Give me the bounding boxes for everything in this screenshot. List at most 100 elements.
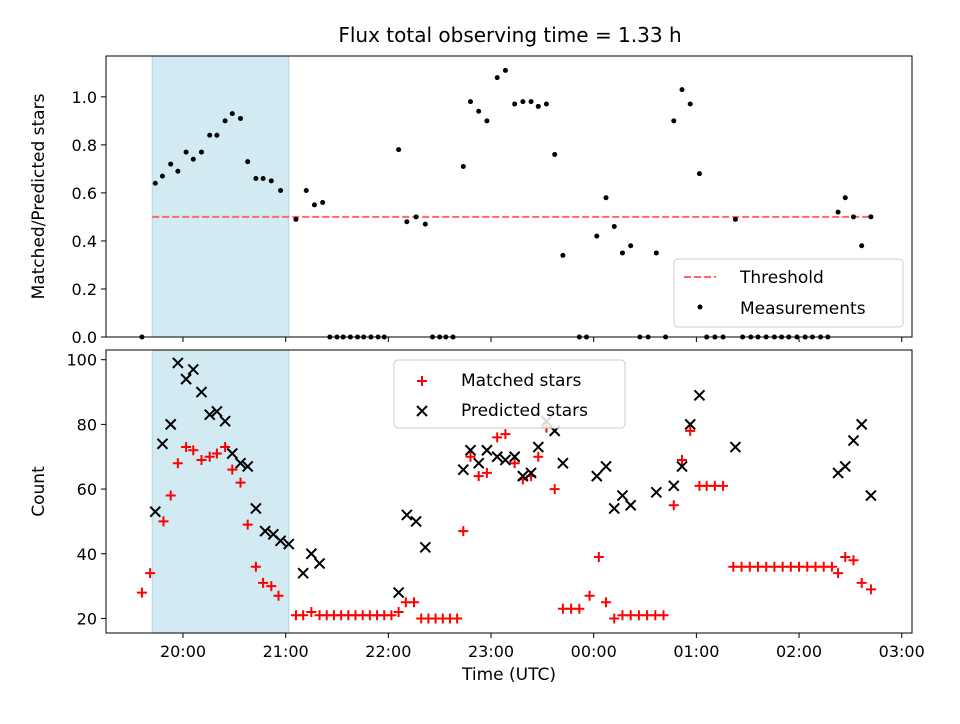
predicted-point [491, 451, 503, 463]
matched-point [266, 581, 277, 592]
legend-predicted-label: Predicted stars [461, 401, 588, 421]
matched-point [196, 454, 207, 465]
measurement-point [253, 175, 259, 181]
matched-point [306, 606, 317, 617]
bottom-y-tick-label: 60 [77, 480, 97, 499]
bottom-series-predicted-stars [149, 357, 877, 599]
measurement-point [476, 108, 482, 114]
measurement-point [696, 171, 702, 177]
predicted-point [499, 454, 512, 466]
matched-point [500, 429, 511, 440]
top-y-axis-label: Matched/Predicted stars [29, 93, 49, 299]
measurement-point [520, 99, 526, 105]
predicted-point [305, 548, 318, 560]
measurement-point [413, 214, 419, 220]
matched-point [188, 445, 199, 456]
measurement-point [603, 195, 609, 201]
measurement-point [619, 250, 625, 256]
bottom-legend-box [393, 359, 626, 429]
matched-point [458, 526, 469, 537]
predicted-point [187, 363, 199, 376]
measurement-point [175, 168, 181, 174]
bottom-x-tick-label: 02:00 [776, 642, 822, 661]
bottom-x-tick-label: 23:00 [468, 642, 514, 661]
predicted-point [250, 502, 262, 515]
measurement-point [245, 159, 251, 165]
predicted-point [729, 441, 742, 453]
matched-point [242, 519, 253, 530]
predicted-point [226, 447, 238, 460]
predicted-point [172, 357, 184, 369]
legend-measurements-swatch [697, 304, 703, 310]
predicted-point [865, 489, 877, 502]
measurement-point [152, 180, 158, 186]
predicted-point [419, 541, 432, 553]
matched-point [677, 454, 688, 465]
top-series-measurements [139, 67, 874, 340]
matched-point [250, 561, 261, 572]
predicted-point [274, 535, 287, 547]
bottom-y-axis-label: Count [29, 466, 49, 517]
bottom-y-tick-label: 40 [77, 545, 97, 564]
matched-point [840, 551, 851, 562]
legend-matched-swatch [417, 376, 427, 386]
matched-point [584, 590, 595, 601]
predicted-point [156, 438, 169, 450]
measurement-point [859, 243, 865, 249]
matched-point [509, 458, 520, 469]
measurement-point [460, 163, 466, 169]
measurement-point [594, 233, 600, 239]
predicted-point [508, 451, 521, 463]
matched-point [833, 568, 844, 579]
legend-predicted-swatch [416, 405, 428, 417]
matched-point [211, 448, 222, 459]
predicted-point [219, 415, 231, 427]
matched-point [204, 451, 215, 462]
matched-point [393, 606, 404, 617]
bottom-panel: 20 40 60 80 100 20:00 21:00 22:00 23:00 00:00 01:0… [29, 349, 925, 685]
top-panel: 0.0 0.2 0.4 0.6 0.8 1.0 Matched/Predicted star… [29, 55, 913, 347]
matched-point [136, 587, 147, 598]
measurement-point [183, 149, 189, 155]
predicted-point [401, 509, 413, 521]
measurement-point [560, 252, 566, 258]
bottom-x-tick-label: 20:00 [160, 642, 206, 661]
measurement-point [404, 219, 410, 225]
legend-measurements-label: Measurements [740, 299, 866, 319]
matched-point [593, 551, 604, 562]
predicted-point [525, 467, 537, 479]
predicted-point [283, 538, 295, 550]
bottom-x-tick-label: 22:00 [365, 642, 411, 661]
matched-point [181, 442, 192, 453]
matched-point [172, 458, 183, 469]
measurement-point [494, 75, 500, 81]
matched-point [574, 603, 585, 614]
measurement-point [396, 147, 402, 153]
measurement-point [229, 111, 235, 117]
predicted-point [532, 441, 544, 453]
bottom-x-tick-label: 03:00 [879, 642, 925, 661]
predicted-point [624, 499, 637, 511]
predicted-point [600, 460, 612, 473]
matched-point [685, 425, 696, 436]
chart-title: Flux total observing time = 1.33 h [338, 23, 681, 47]
measurement-point [168, 161, 174, 167]
matched-point [227, 464, 238, 475]
matched-point [856, 577, 867, 588]
top-y-tick-label: 0.0 [72, 328, 97, 347]
matched-point [298, 610, 309, 621]
matched-point [658, 610, 669, 621]
predicted-point [164, 418, 177, 431]
predicted-point [668, 480, 680, 492]
predicted-point [847, 434, 860, 447]
matched-point [609, 613, 620, 624]
matched-point [158, 516, 169, 527]
predicted-point [259, 525, 271, 537]
matched-point [848, 555, 859, 566]
matched-point [409, 597, 420, 608]
matched-point [273, 590, 284, 601]
top-y-tick-label: 0.4 [72, 232, 97, 251]
measurement-point [190, 156, 196, 162]
matched-point [492, 432, 503, 443]
